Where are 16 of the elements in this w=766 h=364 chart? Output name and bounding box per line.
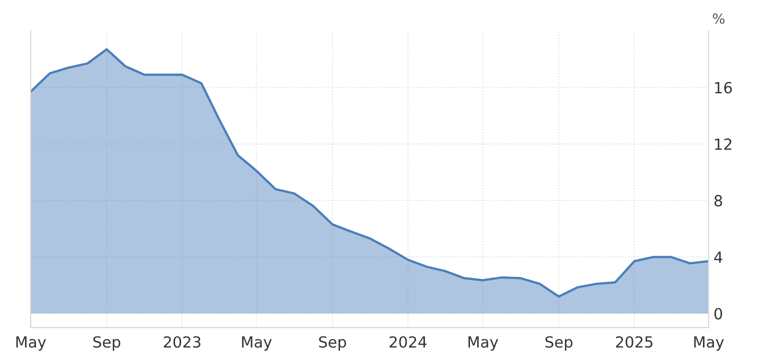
x-tick-label: May [694,336,724,351]
y-tick-label: 16 [715,82,732,94]
y-tick-label: 8 [714,194,722,206]
x-tick-label: Sep [545,336,572,351]
y-tick-label: 4 [714,252,722,263]
x-tick-label: 2024 [390,336,427,348]
x-tick-label: May [242,336,272,351]
x-tick-label: May [16,336,46,351]
x-tick-label: 2025 [616,336,652,348]
x-tick-label: Sep [319,336,346,351]
x-tick-label: Sep [93,336,120,351]
x-tick-label: May [468,336,498,351]
y-axis-title: % [712,13,725,24]
y-tick-label: 0 [714,308,722,320]
x-tick-label: 2023 [164,336,200,348]
y-tick-label: 12 [715,138,732,150]
